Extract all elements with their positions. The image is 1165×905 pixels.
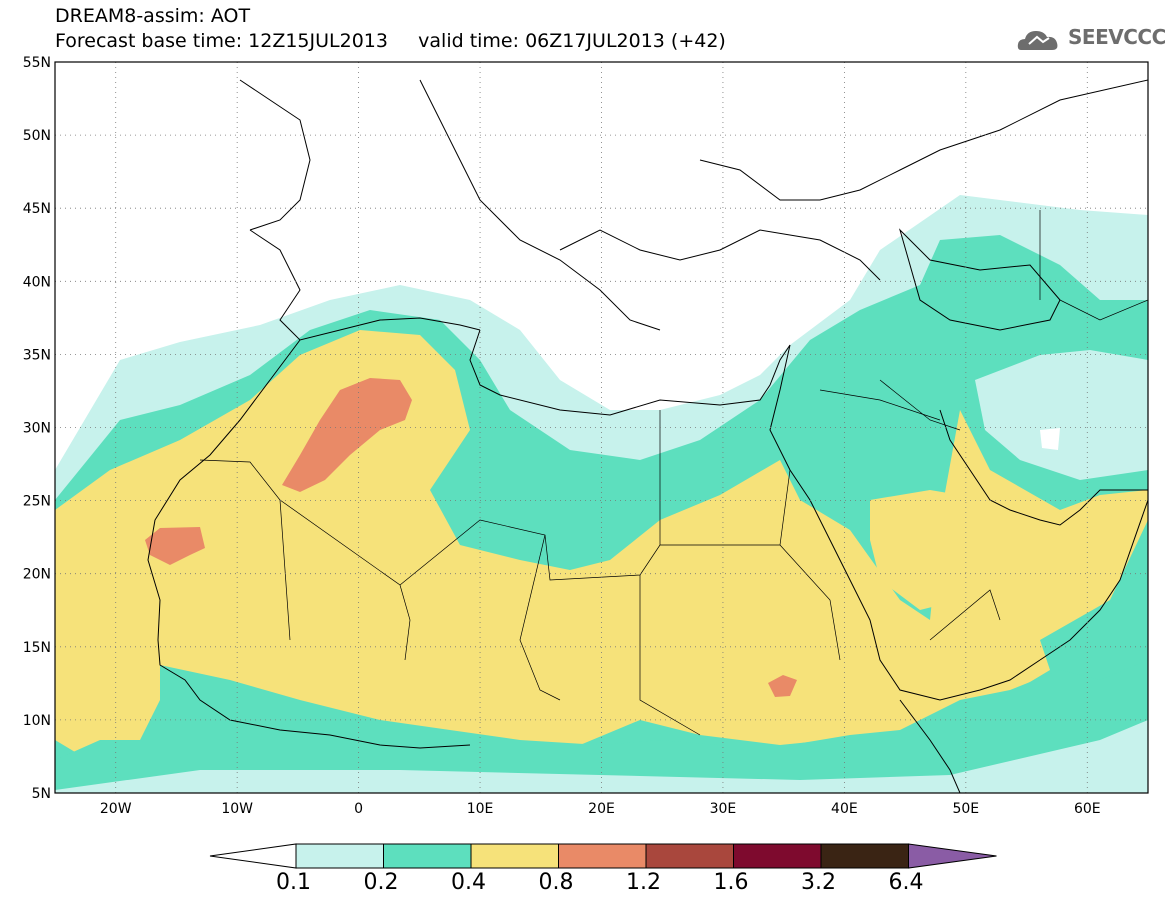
coastlines [147, 79, 1148, 793]
lon-label: 50E [952, 801, 979, 817]
lat-label: 25N [23, 494, 51, 510]
country-borders [199, 210, 1148, 736]
aot-zone-0.8-atlas [282, 378, 412, 492]
latitude-labels: 55N 50N 45N 40N 35N 30N 25N 20N 15N 10N 5N [23, 55, 51, 802]
lat-label: 5N [32, 786, 51, 802]
lat-label: 45N [23, 201, 51, 217]
colorbar-level-label: 0.2 [363, 870, 399, 895]
lon-label: 20E [588, 801, 615, 817]
lat-label: 40N [23, 274, 51, 290]
colorbar-swatch [820, 843, 909, 869]
cloud-logo-icon [1017, 31, 1058, 50]
lon-label: 10W [221, 801, 253, 817]
colorbar-level-label: 0.4 [451, 870, 486, 895]
lon-label: 0 [354, 801, 363, 817]
grid-lines [55, 62, 1148, 793]
aot-zone-0.8-sudan [768, 675, 797, 697]
lat-label: 15N [23, 640, 51, 656]
lon-label: 20W [100, 801, 132, 817]
colorbar-level-label: 3.2 [801, 870, 836, 895]
aot-zone-0.8-mauritania [145, 527, 205, 565]
lat-label: 35N [23, 347, 51, 363]
lat-label: 10N [23, 713, 51, 729]
colorbar-swatch [295, 843, 384, 869]
colorbar-level-label: 0.8 [538, 870, 574, 895]
map-title: DREAM8-assim: AOT [55, 5, 251, 27]
colorbar-level-label: 1.2 [626, 870, 661, 895]
longitude-labels: 20W 10W 0 10E 20E 30E 40E 50E 60E [100, 801, 1101, 817]
forecast-time-line: Forecast base time: 12Z15JUL2013 valid t… [55, 30, 726, 52]
colorbar-left-arrow [209, 843, 297, 869]
colorbar-level-label: 0.1 [276, 870, 311, 895]
lon-label: 40E [831, 801, 858, 817]
lon-label: 60E [1074, 801, 1101, 817]
colorbar-swatch [470, 843, 559, 869]
lon-label: 30E [710, 801, 737, 817]
colorbar [209, 843, 997, 869]
colorbar-swatch [645, 843, 734, 869]
colorbar-level-label: 1.6 [713, 870, 749, 895]
lat-label: 55N [23, 55, 51, 71]
lat-label: 20N [23, 567, 51, 583]
colorbar-swatch [558, 843, 647, 869]
map-frame [54, 61, 1149, 794]
colorbar-right-arrow [908, 843, 997, 869]
colorbar-swatch [733, 843, 822, 869]
colorbar-level-label: 6.4 [888, 870, 924, 895]
lat-label: 30N [23, 421, 51, 437]
lon-label: 10E [467, 801, 494, 817]
logo-text: SEEVCCC [1068, 25, 1165, 49]
colorbar-swatch [383, 843, 472, 869]
lat-label: 50N [23, 128, 51, 144]
